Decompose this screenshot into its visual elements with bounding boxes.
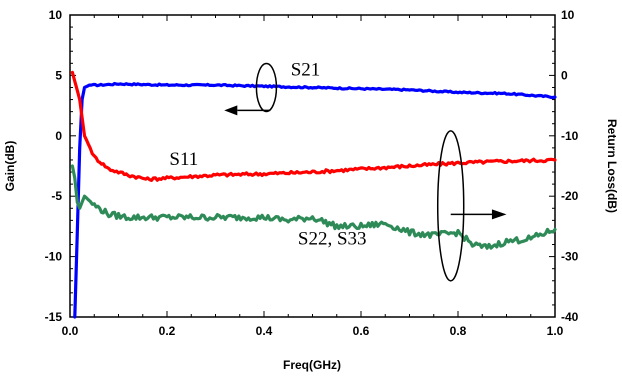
y-left-tick-label: -5 (51, 189, 62, 203)
y-right-tick-label: -20 (561, 189, 579, 203)
return-loss-arrowhead (491, 209, 507, 220)
annotation-s21: S21 (291, 59, 321, 80)
y-right-tick-label: -30 (561, 250, 579, 264)
data-series (70, 70, 557, 319)
callouts (224, 62, 507, 282)
y-right-tick-label: -10 (561, 129, 579, 143)
s11-line (70, 70, 557, 182)
y-left-tick-label: -10 (45, 250, 63, 264)
x-tick-label: 0.8 (450, 324, 467, 338)
y-left-tick-label: -15 (45, 310, 63, 324)
s21-line (73, 81, 557, 319)
x-tick-label: 0.6 (353, 324, 370, 338)
y-right-tick-label: 10 (561, 8, 575, 22)
return-loss-ellipse (436, 130, 465, 282)
annotation-s11: S11 (169, 149, 198, 170)
s22-s33-line (70, 164, 557, 250)
s21-arrowhead (224, 105, 238, 116)
y-axis-right-title: Return Loss(dB) (605, 119, 619, 213)
s21-ellipse (255, 62, 278, 113)
x-axis-title: Freq(GHz) (283, 358, 341, 372)
x-tick-label: 0.4 (256, 324, 273, 338)
x-tick-label: 0.0 (62, 324, 79, 338)
y-left-tick-label: 10 (49, 8, 63, 22)
y-left-tick-label: 0 (55, 129, 62, 143)
tick-labels: 0.0 0.2 0.4 0.6 0.8 1.0 -15 -10 -5 0 5 10 -40 -30 -20 -… (45, 8, 579, 338)
x-tick-label: 1.0 (547, 324, 564, 338)
annotation-s22-s33: S22, S33 (298, 229, 367, 250)
y-left-tick-label: 5 (55, 68, 62, 82)
y-right-tick-label: -40 (561, 310, 579, 324)
tick-marks (69, 14, 556, 318)
y-axis-left-title: Gain(dB) (3, 141, 17, 192)
y-right-tick-label: 0 (561, 68, 568, 82)
x-tick-label: 0.2 (159, 324, 176, 338)
